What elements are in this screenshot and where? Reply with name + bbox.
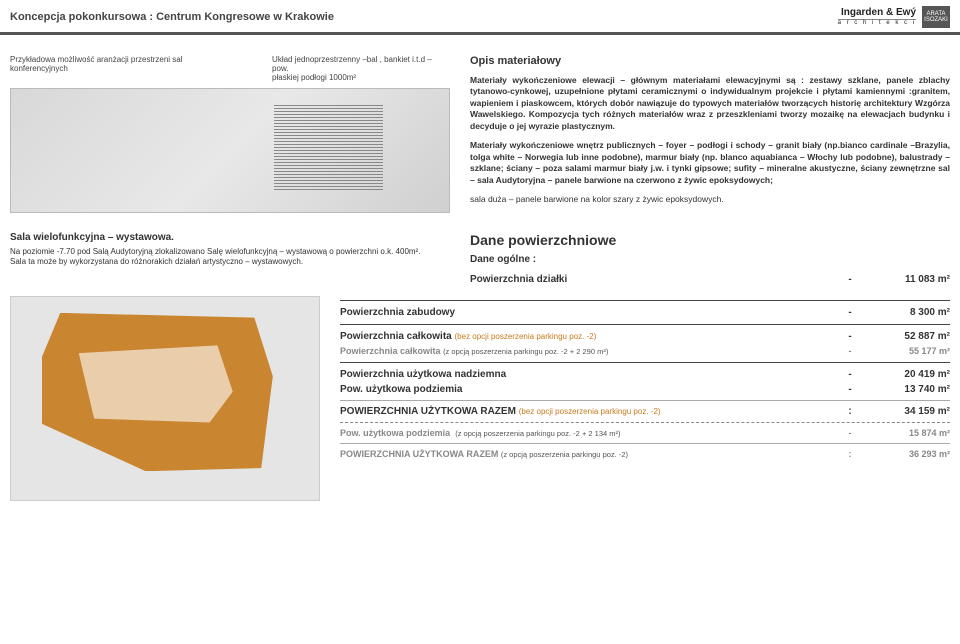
row-dzialki-dash: -: [840, 274, 860, 285]
row-calkowita-bez-text: Powierzchnia całkowita: [340, 331, 452, 342]
row-podziemia-2-dash: -: [840, 428, 860, 438]
row-zabudowy-dash: -: [840, 307, 860, 318]
sep-4: [340, 400, 950, 401]
sep-dashed: [340, 422, 950, 423]
row-razem-bez-note: (bez opcji poszerzenia parkingu poz. -2): [519, 407, 661, 416]
opis-p2: Materiały wykończeniowe wnętrz publiczny…: [470, 140, 950, 186]
opis-heading: Opis materiałowy: [470, 55, 950, 67]
row-razem-z-label: POWIERZCHNIA UŻYTKOWA RAZEM (z opcją pos…: [340, 449, 840, 459]
page-header: Koncepcja pokonkursowa : Centrum Kongres…: [0, 0, 960, 32]
top-row: Przykładowa możliwość aranżacji przestrz…: [10, 55, 950, 214]
caption-right: Układ jednoprzestrzenny –bal , bankiet i…: [272, 55, 450, 82]
row-podziemia-2-text: Pow. użytkowa podziemia: [340, 428, 450, 438]
header-title: Koncepcja pokonkursowa : Centrum Kongres…: [10, 11, 334, 23]
row-razem-bez-colon: :: [840, 406, 860, 417]
row-podziemia-1-label: Pow. użytkowa podziemia: [340, 384, 840, 395]
row-calkowita-z: Powierzchnia całkowita (z opcją poszerze…: [340, 344, 950, 358]
sep-3: [340, 362, 950, 363]
sep-5: [340, 443, 950, 444]
row-nadziemna-label: Powierzchnia użytkowa nadziemna: [340, 369, 840, 380]
row-calkowita-bez-val: 52 887 m²: [860, 331, 950, 342]
row-razem-bez-val: 34 159 m²: [860, 406, 950, 417]
logo-ingarden-top: Ingarden & Ewý: [838, 8, 916, 18]
site-plan-inner: [79, 345, 233, 422]
plan-captions: Przykładowa możliwość aranżacji przestrz…: [10, 55, 450, 82]
caption-right-a: Układ jednoprzestrzenny –bal , bankiet i…: [272, 55, 450, 73]
row-podziemia-2-label: Pow. użytkowa podziemia (z opcją poszerz…: [340, 428, 840, 438]
row-dzialki-val: 11 083 m²: [860, 274, 950, 285]
row-nadziemna-dash: -: [840, 369, 860, 380]
row-nadziemna: Powierzchnia użytkowa nadziemna - 20 419…: [340, 367, 950, 382]
row-razem-bez: POWIERZCHNIA UŻYTKOWA RAZEM (bez opcji p…: [340, 404, 950, 419]
row-calkowita-z-val: 55 177 m²: [860, 346, 950, 356]
row-calkowita-z-note: (z opcją poszerzenia parkingu poz. -2 + …: [443, 347, 608, 356]
sep-1: [340, 300, 950, 301]
row-calkowita-bez-note: (bez opcji poszerzenia parkingu poz. -2): [455, 332, 597, 341]
mid-row: Sala wielofunkcyjna – wystawowa. Na pozi…: [10, 232, 950, 288]
top-right-col: Opis materiałowy Materiały wykończeniowe…: [470, 55, 950, 214]
row-razem-z-colon: :: [840, 449, 860, 459]
page-content: Przykładowa możliwość aranżacji przestrz…: [0, 55, 960, 501]
dane-heading: Dane powierzchniowe: [470, 232, 950, 248]
row-zabudowy-label: Powierzchnia zabudowy: [340, 307, 840, 318]
row-podziemia-1-dash: -: [840, 384, 860, 395]
row-razem-z-text: POWIERZCHNIA UŻYTKOWA RAZEM: [340, 449, 498, 459]
opis-p2-text: Materiały wykończeniowe wnętrz publiczny…: [470, 140, 950, 184]
mid-left-col: Sala wielofunkcyjna – wystawowa. Na pozi…: [10, 232, 450, 288]
dane-table: Powierzchnia zabudowy - 8 300 m² Powierz…: [340, 296, 950, 501]
row-calkowita-z-text: Powierzchnia całkowita: [340, 346, 441, 356]
site-plan-wrap: [10, 296, 320, 501]
opis-p1-text: Materiały wykończeniowe elewacji – główn…: [470, 75, 950, 131]
row-razem-z: POWIERZCHNIA UŻYTKOWA RAZEM (z opcją pos…: [340, 447, 950, 461]
sala-heading: Sala wielofunkcyjna – wystawowa.: [10, 232, 450, 243]
row-podziemia-2: Pow. użytkowa podziemia (z opcją poszerz…: [340, 426, 950, 440]
sep-2: [340, 324, 950, 325]
row-zabudowy-val: 8 300 m²: [860, 307, 950, 318]
row-razem-z-note: (z opcją poszerzenia parkingu poz. -2): [501, 450, 628, 459]
row-dzialki: Powierzchnia działki - 11 083 m²: [470, 271, 950, 288]
row-podziemia-2-note: (z opcją poszerzenia parkingu poz. -2 + …: [455, 429, 620, 438]
caption-right-b: płaskiej podłogi 1000m²: [272, 73, 450, 82]
header-rule: [0, 32, 960, 35]
row-zabudowy: Powierzchnia zabudowy - 8 300 m²: [340, 305, 950, 320]
floor-plan-image: [10, 88, 450, 213]
bottom-split: Powierzchnia zabudowy - 8 300 m² Powierz…: [10, 296, 950, 501]
sala-p1: Na poziomie -7.70 pod Salą Audytoryjną z…: [10, 247, 450, 257]
logo-isozaki: ARATA ISOZAKI: [922, 6, 950, 28]
row-podziemia-1: Pow. użytkowa podziemia - 13 740 m²: [340, 382, 950, 397]
row-nadziemna-val: 20 419 m²: [860, 369, 950, 380]
row-calkowita-z-dash: -: [840, 346, 860, 356]
opis-p3: sala duża – panele barwione na kolor sza…: [470, 194, 950, 205]
caption-left: Przykładowa możliwość aranżacji przestrz…: [10, 55, 242, 82]
sala-p2: Sala ta może by wykorzystana do różnorak…: [10, 257, 450, 267]
row-razem-z-val: 36 293 m²: [860, 449, 950, 459]
row-calkowita-z-label: Powierzchnia całkowita (z opcją poszerze…: [340, 346, 840, 356]
row-podziemia-1-val: 13 740 m²: [860, 384, 950, 395]
opis-p1: Materiały wykończeniowe elewacji – główn…: [470, 75, 950, 132]
logo-ingarden: Ingarden & Ewý a r c h i t e k c i: [838, 8, 916, 26]
header-logos: Ingarden & Ewý a r c h i t e k c i ARATA…: [838, 6, 950, 28]
row-calkowita-bez: Powierzchnia całkowita (bez opcji poszer…: [340, 329, 950, 344]
logo-ingarden-sub: a r c h i t e k c i: [838, 19, 916, 26]
row-razem-bez-label: POWIERZCHNIA UŻYTKOWA RAZEM (bez opcji p…: [340, 406, 840, 417]
row-podziemia-2-val: 15 874 m²: [860, 428, 950, 438]
dane-ogolne: Dane ogólne :: [470, 254, 950, 265]
row-calkowita-bez-label: Powierzchnia całkowita (bez opcji poszer…: [340, 331, 840, 342]
top-left-col: Przykładowa możliwość aranżacji przestrz…: [10, 55, 450, 214]
mid-right-col: Dane powierzchniowe Dane ogólne : Powier…: [470, 232, 950, 288]
row-dzialki-label: Powierzchnia działki: [470, 274, 840, 285]
site-plan-image: [10, 296, 320, 501]
row-calkowita-bez-dash: -: [840, 331, 860, 342]
row-razem-bez-text: POWIERZCHNIA UŻYTKOWA RAZEM: [340, 406, 516, 417]
